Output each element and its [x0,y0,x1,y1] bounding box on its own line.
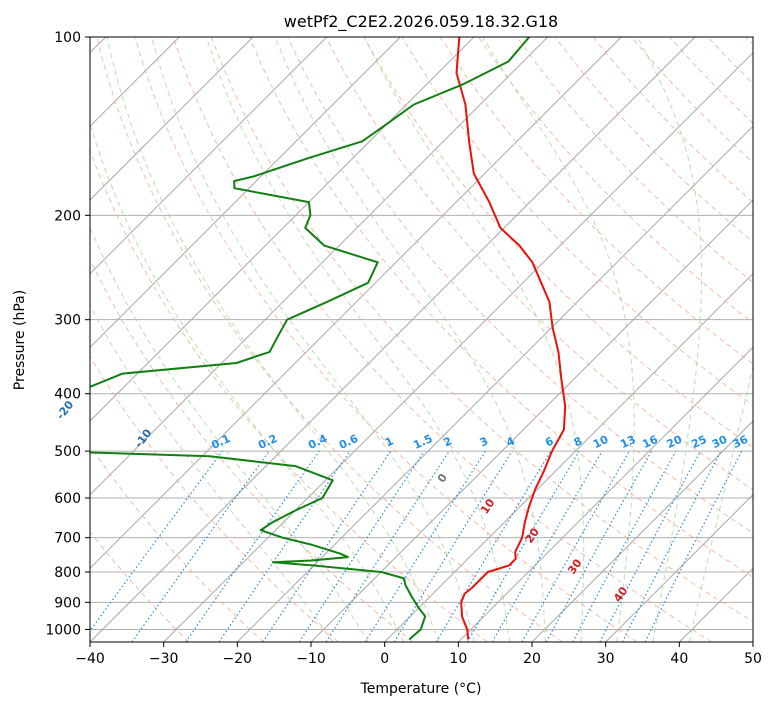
isotherm-line [90,37,549,496]
temperature-line [455,37,567,640]
mixing-ratio-line [572,450,677,642]
mixing-ratio-line [298,450,425,642]
moist-adiabat-line [363,37,585,642]
mixing-ratio-line [644,450,743,642]
isotherm-line [90,37,475,422]
moist-adiabat-line [106,37,440,642]
y-tick-label: 300 [54,313,81,329]
isotherm-line [605,493,753,642]
dry-adiabat-line [90,148,488,642]
x-tick-label: 40 [670,651,688,667]
dry-adiabat-line [90,258,414,642]
x-tick-label: −10 [296,651,326,667]
isotherm-line [236,125,753,642]
y-tick-label: 800 [54,565,81,581]
dry-adiabat-line [516,37,753,284]
y-tick-label: 100 [54,30,81,46]
y-tick-label: 400 [54,387,81,403]
moist-adiabat-line [482,37,635,642]
dry-adiabat-line [134,37,638,642]
dry-adiabat-line [96,37,563,642]
isotherm-line [163,51,753,642]
dry-adiabat-line [90,531,190,642]
mixing-ratio-line [545,450,653,642]
dewpoint-line [90,37,530,641]
isotherm-line [90,37,401,349]
mixing-ratio-label: 16 [640,433,660,451]
x-tick-label: 10 [449,651,467,667]
x-axis: −40 −30 −20 −10 0 10 20 30 40 50 [75,642,762,667]
mixing-ratio-line [90,450,223,632]
x-tick-label: 50 [744,651,762,667]
mixing-ratio-line [325,450,450,642]
sounding-series [90,37,567,641]
isotherm-line [384,272,753,642]
isotherm-line [90,37,696,642]
moist-adiabat-line [637,37,702,642]
isotherm-line [531,420,753,642]
y-tick-label: 900 [54,595,81,611]
x-tick-label: −20 [223,651,253,667]
y-tick-label: 700 [54,531,81,547]
x-tick-label: −40 [75,651,105,667]
mixing-ratio-line [218,450,351,642]
moist-adiabat-line [274,37,546,642]
mixing-ratio-label: 10 [591,433,611,451]
y-tick-label: 600 [54,491,81,507]
mixing-ratio-line [131,450,270,642]
mixing-ratio-line [521,450,631,642]
y-tick-label: 1000 [45,622,81,638]
mixing-ratio-label: 36 [731,433,751,451]
dry-adiabat-line [172,37,712,642]
mixing-ratio-label: 20 [665,433,685,451]
dry-adiabat-line [249,37,753,578]
y-axis: 100 200 300 400 500 600 700 800 900 1000 [45,30,90,638]
isotherm-line [90,37,328,275]
dry-adiabat-line [401,37,753,406]
x-tick-label: 0 [380,651,389,667]
isotherm-line [457,346,753,642]
x-axis-title: Temperature (°C) [360,681,482,697]
mixing-ratio-label: 25 [689,433,708,451]
dry-adiabat-line [287,37,753,534]
dry-adiabat-line [439,37,753,365]
chart-title: wetPf2_C2E2.2026.059.18.32.G18 [284,12,558,32]
y-axis-title: Pressure (hPa) [12,290,28,390]
moist-adiabat-line [90,303,334,642]
x-tick-label: 30 [597,651,615,667]
isotherm-line [90,37,254,201]
y-tick-label: 500 [54,444,81,460]
dry-adiabat-line [90,355,339,642]
mixing-ratio-line [393,450,513,642]
plot-frame [89,36,754,643]
mixing-ratio-line [185,450,320,642]
isotherm-line [90,37,622,570]
moist-adiabat-line [90,121,405,642]
dry-adiabat-line [210,37,753,623]
background-lines [90,37,753,642]
mixing-ratio-label: 30 [710,433,730,451]
x-tick-label: −30 [149,651,179,667]
mixing-ratio-label: 13 [618,433,637,451]
mixing-ratio-line [262,450,392,642]
dry-adiabat-line [90,445,264,642]
y-tick-label: 200 [54,208,81,224]
isotherm-line [310,199,753,642]
moist-adiabat-line [205,37,511,642]
x-tick-label: 20 [523,651,541,667]
